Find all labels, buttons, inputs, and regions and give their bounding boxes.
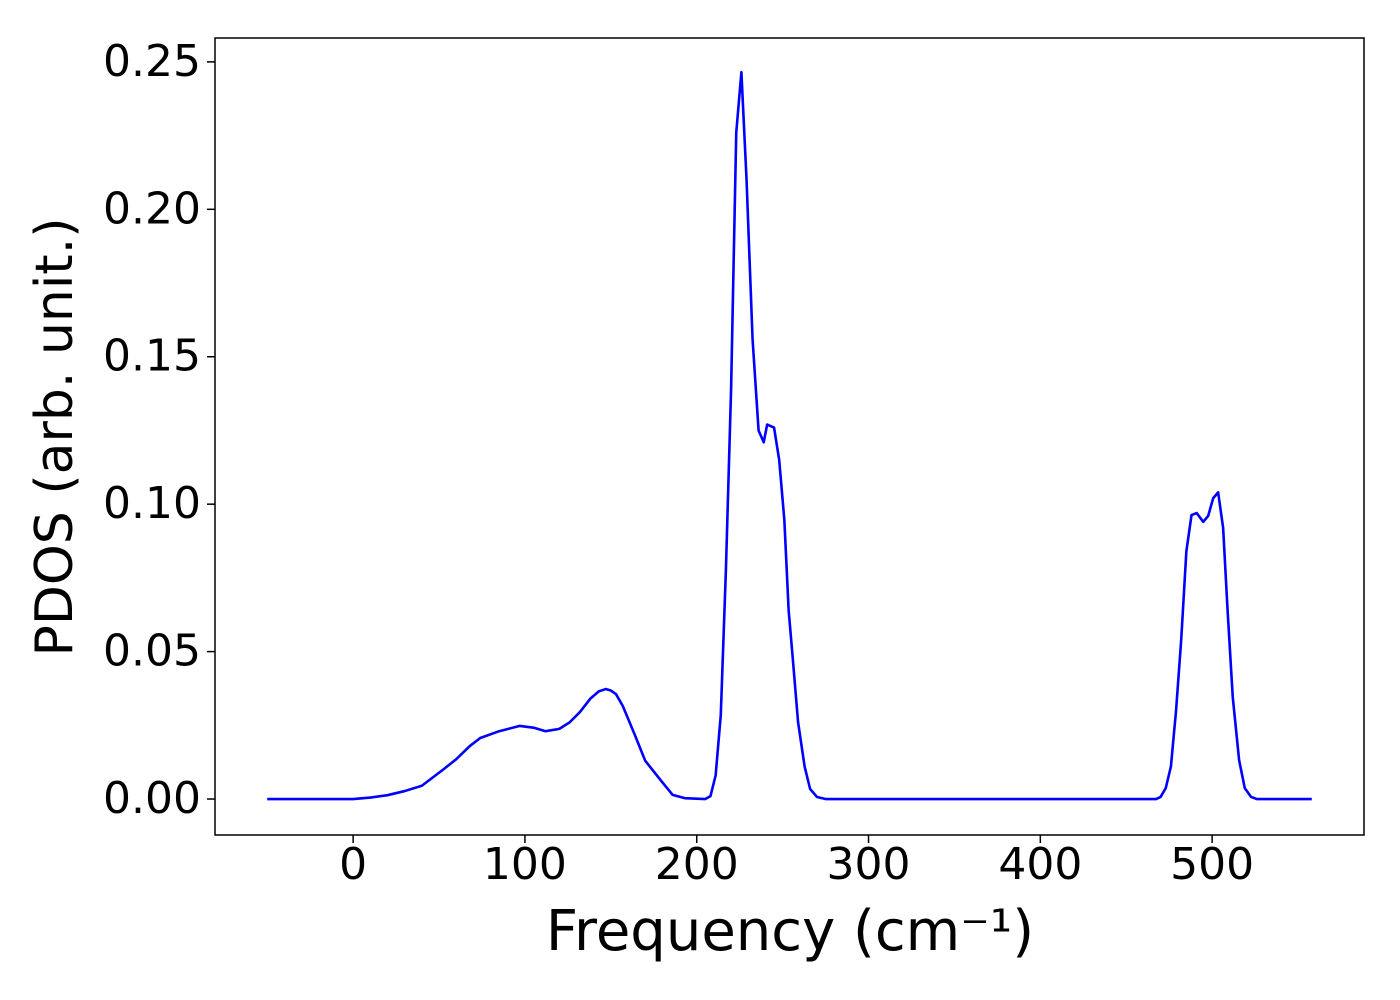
y-tick-label: 0.10 (103, 478, 201, 529)
x-tick-label: 500 (1170, 839, 1254, 890)
y-tick-label: 0.20 (103, 183, 201, 234)
y-tick-label: 0.15 (103, 331, 201, 382)
plot-frame (214, 37, 1365, 836)
y-tick-label: 0.05 (103, 626, 201, 677)
line-series (267, 70, 1312, 801)
y-tick-label: 0.00 (103, 773, 201, 824)
x-tick-label: 200 (655, 839, 739, 890)
y-axis-label: PDOS (arb. unit.) (25, 217, 85, 656)
x-axis-label: Frequency (cm⁻¹) (546, 899, 1034, 964)
x-tick-label: 0 (339, 839, 367, 890)
x-tick-label: 300 (827, 839, 911, 890)
x-tick-label: 100 (483, 839, 567, 890)
y-tick-label: 0.25 (103, 36, 201, 87)
x-tick-label: 400 (998, 839, 1082, 890)
